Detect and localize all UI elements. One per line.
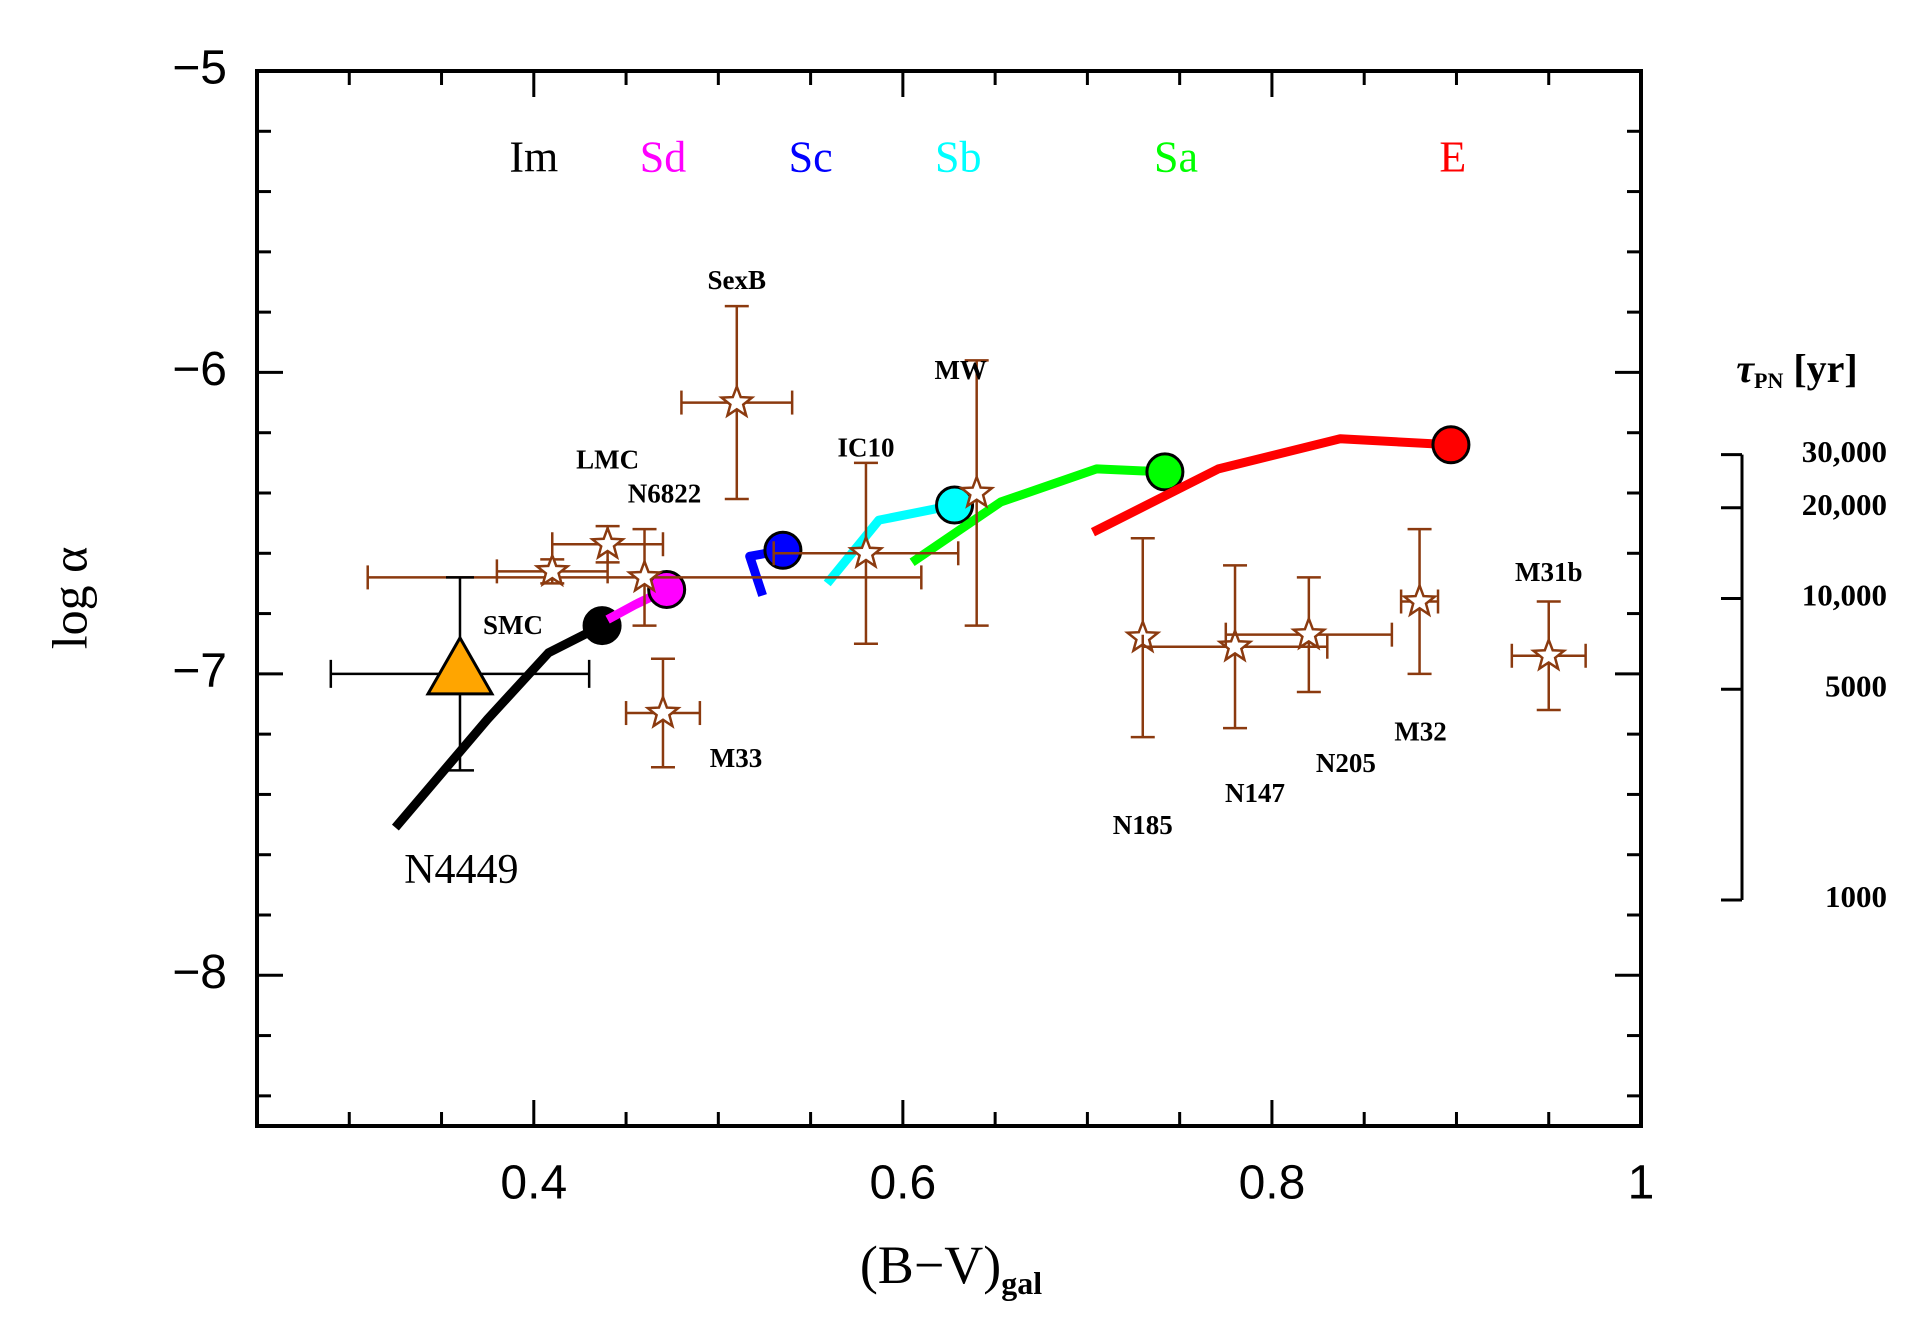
type-label: Sb (935, 133, 981, 182)
galaxy-label: LMC (576, 444, 639, 474)
star-point (847, 533, 885, 570)
galaxy-label: N205 (1316, 748, 1376, 778)
y2-axis-label-unit: [yr] (1793, 346, 1857, 391)
track-end-dot (1145, 452, 1185, 492)
model-track (1090, 434, 1452, 537)
x-tick-label: 0.6 (869, 1157, 936, 1210)
y-tick-label: −5 (172, 42, 227, 95)
type-label: Sd (640, 133, 686, 182)
y-tick-label: −6 (172, 343, 227, 396)
galaxy-label: M32 (1394, 717, 1446, 747)
y2-axis-label-sub: PN (1754, 368, 1783, 393)
type-label: Sa (1154, 133, 1198, 182)
plot-frame (255, 69, 1643, 1128)
star-point (1290, 615, 1328, 651)
model-track (823, 500, 956, 587)
galaxy-label: IC10 (837, 432, 894, 462)
x-tick-label: 0.4 (500, 1157, 567, 1210)
track-end-dot (647, 569, 687, 609)
galaxy-label: MW (934, 355, 986, 385)
track-end-dot (935, 485, 975, 525)
type-label: E (1439, 133, 1466, 182)
star-point (958, 473, 996, 509)
y2-tick-label: 30,000 (1802, 434, 1887, 469)
star-point (533, 551, 571, 588)
galaxy-label: N147 (1225, 778, 1285, 808)
y-axis-label: log α (41, 547, 97, 650)
track-end-dot (763, 530, 803, 570)
star-point (718, 383, 756, 419)
star-point (1530, 636, 1568, 672)
y2-tick-label: 10,000 (1802, 578, 1887, 613)
model-track (391, 621, 605, 831)
y2-tick-label: 20,000 (1802, 487, 1887, 522)
star-point (625, 557, 664, 594)
x-axis-label: (B−V)gal (860, 1235, 1042, 1301)
track-end-dot (1431, 425, 1471, 465)
galaxy-label: M33 (710, 743, 762, 773)
type-label: Sc (789, 133, 833, 182)
model-label: N4449 (404, 847, 518, 893)
y-tick-label: −8 (172, 946, 227, 999)
star-point (1400, 581, 1439, 618)
triangle-point (425, 634, 495, 696)
galaxy-label: SexB (708, 265, 767, 295)
y2-tick-label: 5000 (1825, 668, 1887, 703)
x-axis-label-sub: gal (1001, 1265, 1042, 1301)
type-label: Im (509, 133, 558, 182)
y2-axis-label: τPN [yr] (1736, 346, 1858, 393)
y2-tick-label: 1000 (1825, 879, 1887, 914)
star-point (644, 693, 682, 729)
x-tick-label: 0.8 (1239, 1157, 1306, 1210)
star-point (1216, 627, 1254, 663)
x-axis-label-main: (B−V) (860, 1235, 1001, 1295)
x-tick-label: 1 (1628, 1157, 1655, 1210)
galaxy-label: M31b (1515, 557, 1583, 587)
star-point (589, 524, 627, 561)
galaxy-label: SMC (483, 610, 543, 640)
galaxy-label: N185 (1113, 810, 1173, 840)
y-tick-label: −7 (172, 645, 227, 698)
y2-axis-label-symbol: τ (1736, 346, 1755, 391)
model-track (909, 464, 1166, 567)
galaxy-label: N6822 (628, 479, 702, 509)
